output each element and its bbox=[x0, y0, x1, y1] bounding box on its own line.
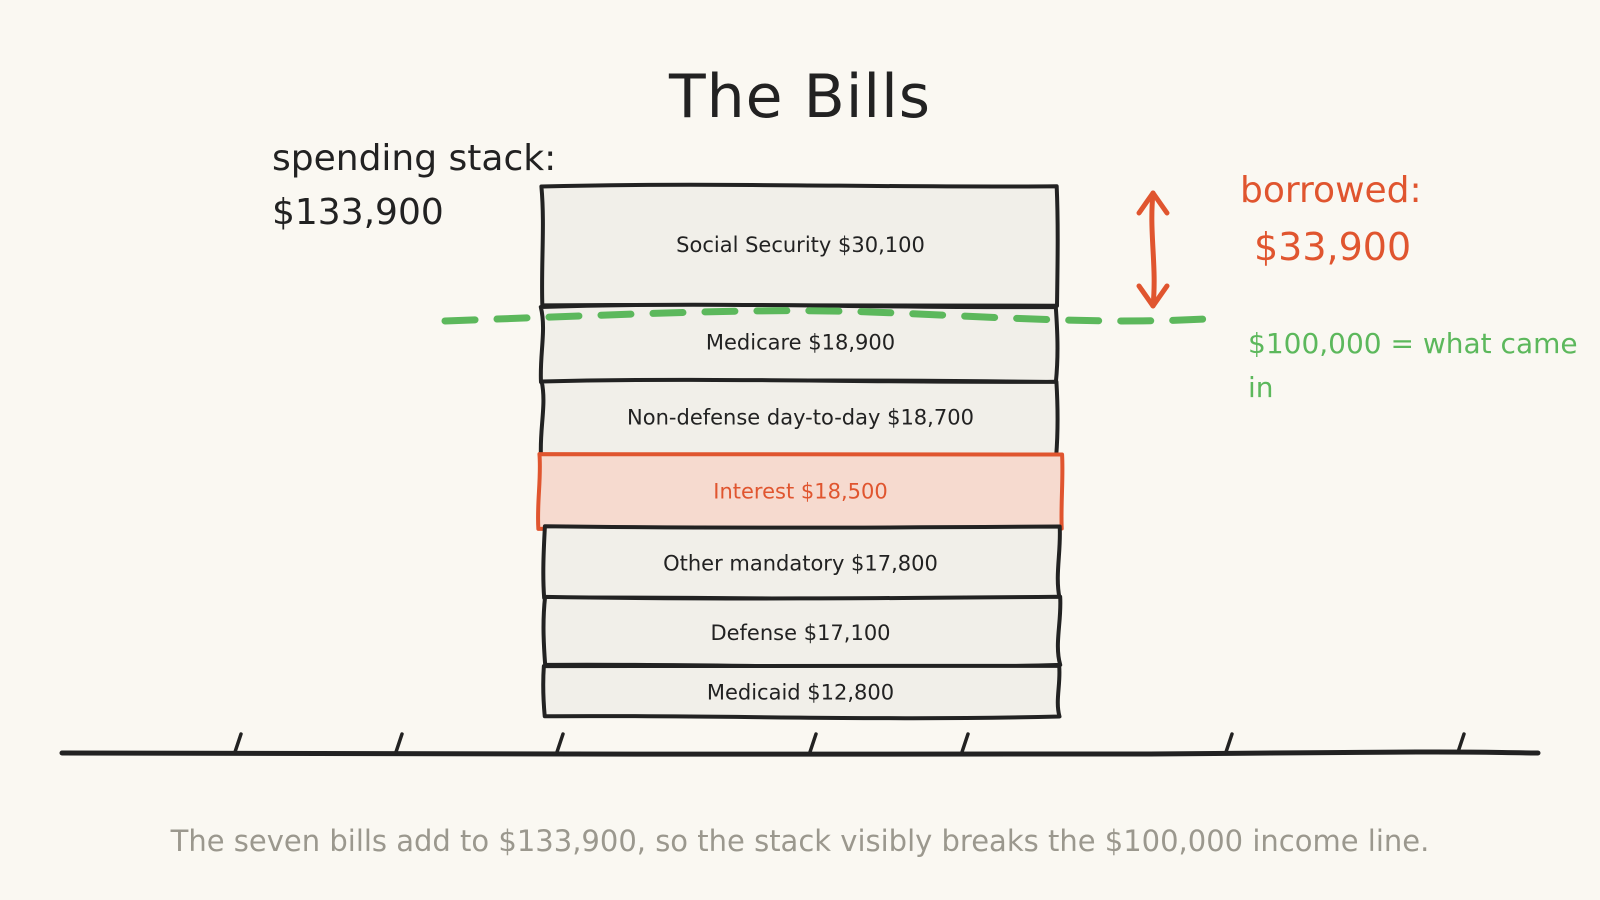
ground-line bbox=[59, 732, 1541, 758]
ground-tick bbox=[1224, 732, 1234, 754]
spending-stack-label: spending stack: $133,900 bbox=[272, 132, 556, 240]
spending-stack-label-text: spending stack: bbox=[272, 138, 557, 179]
caption: The seven bills add to $133,900, so the … bbox=[170, 824, 1430, 858]
ground-baseline bbox=[59, 749, 1541, 758]
spending-stack: Social Security $30,100 Medicare $18,900 N… bbox=[536, 182, 1065, 721]
ground-tick bbox=[233, 732, 243, 754]
stack-block bbox=[541, 663, 1062, 721]
ground-tick bbox=[555, 732, 565, 754]
stack-block-label: Social Security $30,100 bbox=[676, 233, 925, 257]
arrow-head bbox=[1136, 190, 1170, 216]
ground-tick bbox=[1456, 732, 1466, 754]
stack-block-label: Medicare $18,900 bbox=[706, 330, 895, 354]
stack-block-label: Medicaid $12,800 bbox=[707, 681, 894, 705]
income-note: $100,000 = what came in bbox=[1248, 327, 1578, 404]
stack-block-label: Defense $17,100 bbox=[710, 621, 890, 645]
stack-block-label: Non-defense day-to-day $18,700 bbox=[627, 405, 974, 429]
stack-block-label: Other mandatory $17,800 bbox=[663, 552, 938, 576]
spending-stack-total: $133,900 bbox=[272, 192, 444, 233]
arrow-shaft bbox=[1149, 190, 1157, 309]
arrow-head bbox=[1136, 283, 1170, 309]
ground-tick bbox=[960, 732, 970, 754]
stack-block-label: Interest $18,500 bbox=[713, 479, 887, 503]
ground-tick bbox=[808, 732, 818, 754]
ground-tick bbox=[394, 732, 404, 754]
borrowed-arrow-icon bbox=[1136, 190, 1170, 309]
borrowed-label: borrowed: bbox=[1240, 170, 1422, 211]
income-line bbox=[441, 307, 1226, 325]
page-title: The Bills bbox=[668, 62, 932, 132]
borrowed-callout: borrowed: $33,900 bbox=[1240, 166, 1422, 278]
borrowed-amount: $33,900 bbox=[1254, 225, 1412, 269]
